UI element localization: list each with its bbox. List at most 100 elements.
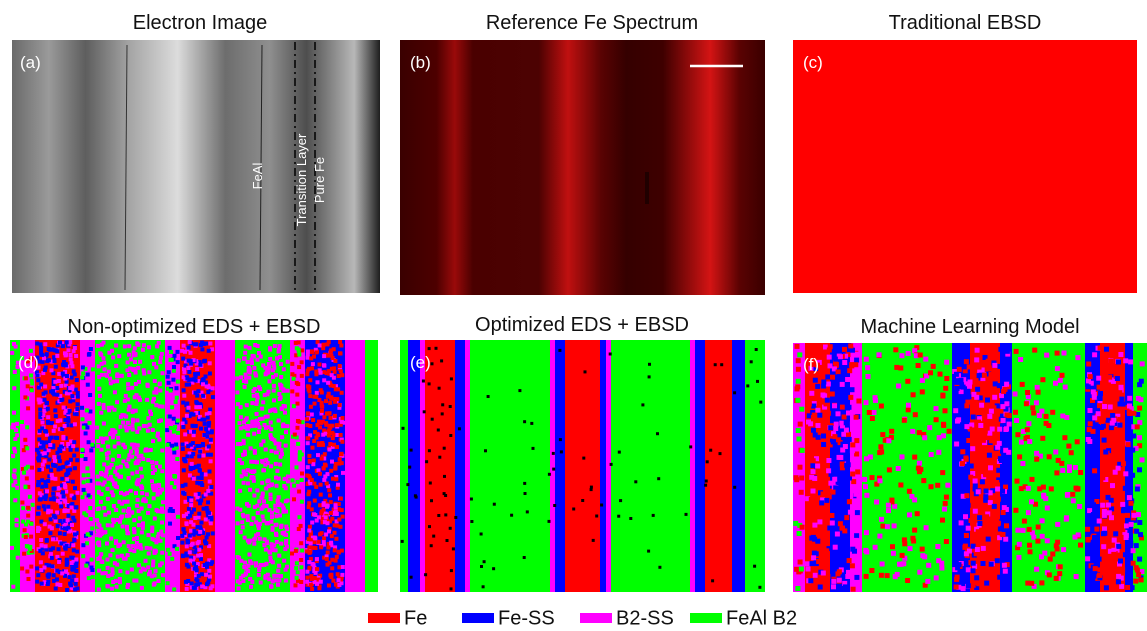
phase-pixel [81,425,86,430]
phase-pixel [278,462,283,467]
phase-pixel [66,348,71,353]
phase-pixel [199,498,204,503]
phase-pixel [321,346,326,351]
phase-pixel [985,347,991,353]
phase-pixel [132,537,136,542]
phase-pixel [711,579,715,583]
phase-pixel [839,461,845,467]
phase-pixel [1090,455,1096,461]
phase-pixel [150,399,155,404]
phase-pixel [337,405,342,410]
phase-pixel [50,564,55,569]
phase-pixel [252,459,257,464]
phase-pixel [863,530,869,536]
phase-pixel [988,408,994,414]
phase-pixel [322,378,327,383]
phase-pixel [45,489,49,494]
phase-pixel [67,408,72,413]
phase-pixel [43,544,48,549]
phase-pixel [127,344,132,349]
phase-pixel [880,523,886,529]
phase-pixel [185,408,190,413]
phase-pixel [1060,467,1066,473]
phase-pixel [243,417,248,422]
phase-pixel [49,435,54,440]
phase-pixel [331,578,336,583]
phase-pixel [72,496,77,501]
phase-pixel [116,454,121,459]
phase-pixel [810,463,816,469]
phase-pixel [25,384,30,389]
phase-pixel [922,435,928,441]
phase-pixel [307,389,312,394]
phase-pixel [63,521,68,526]
phase-pixel [52,355,57,360]
phase-pixel [63,418,68,422]
phase-pixel [1088,541,1094,547]
phase-pixel [523,420,527,424]
phase-pixel [64,340,69,345]
phase-pixel [51,385,56,390]
phase-pixel [180,483,185,488]
phase-pixel [39,440,44,445]
phase-pixel [65,477,70,482]
phase-pixel [203,472,208,477]
phase-pixel [57,427,62,432]
phase-pixel [1020,428,1026,434]
phase-pixel [328,425,333,430]
phase-pixel [820,570,826,576]
phase-pixel [315,581,319,586]
phase-pixel [327,488,332,493]
phase-pixel [967,379,973,385]
phase-pixel [134,540,139,545]
phase-pixel [111,580,116,584]
phase-pixel [134,393,139,398]
phase-pixel [890,544,895,550]
phase-pixel [98,436,103,441]
phase-pixel [1130,515,1136,521]
phase-pixel [113,469,118,474]
phase-pixel [208,341,213,346]
phase-pixel [269,464,274,469]
phase-pixel [1125,585,1131,590]
phase-pixel [828,480,834,486]
phase-pixel [1027,439,1033,444]
phase-pixel [808,496,814,502]
phase-pixel [152,488,157,493]
phase-pixel [328,400,333,405]
phase-pixel [826,354,832,360]
phase-pixel [318,492,323,497]
phase-pixel [531,446,535,450]
phase-pixel [1047,556,1053,562]
phase-pixel [970,568,976,574]
phase-pixel [195,367,200,372]
phase-pixel [109,405,114,410]
phase-pixel [58,444,63,449]
phase-pixel [436,428,440,432]
phase-pixel [1130,472,1136,478]
phase-pixel [316,515,321,520]
phase-pixel [181,527,186,532]
phase-pixel [26,484,31,489]
phase-pixel [987,355,993,361]
phase-pixel [1123,523,1129,529]
phase-pixel [809,535,815,541]
phase-pixel [293,548,298,553]
phase-pixel [107,510,111,515]
phase-pixel [1097,572,1102,578]
phase-pixel [329,366,334,371]
phase-pixel [249,521,254,526]
phase-pixel [1015,527,1021,533]
phase-pixel [64,379,69,384]
phase-pixel [300,348,305,353]
phase-pixel [329,543,334,548]
phase-pixel [251,393,256,398]
phase-pixel [330,423,335,428]
phase-band [425,340,455,592]
phase-pixel [300,471,304,476]
phase-pixel [1097,345,1103,351]
phase-pixel [1067,468,1072,473]
phase-pixel [29,356,34,361]
phase-pixel [69,561,74,565]
